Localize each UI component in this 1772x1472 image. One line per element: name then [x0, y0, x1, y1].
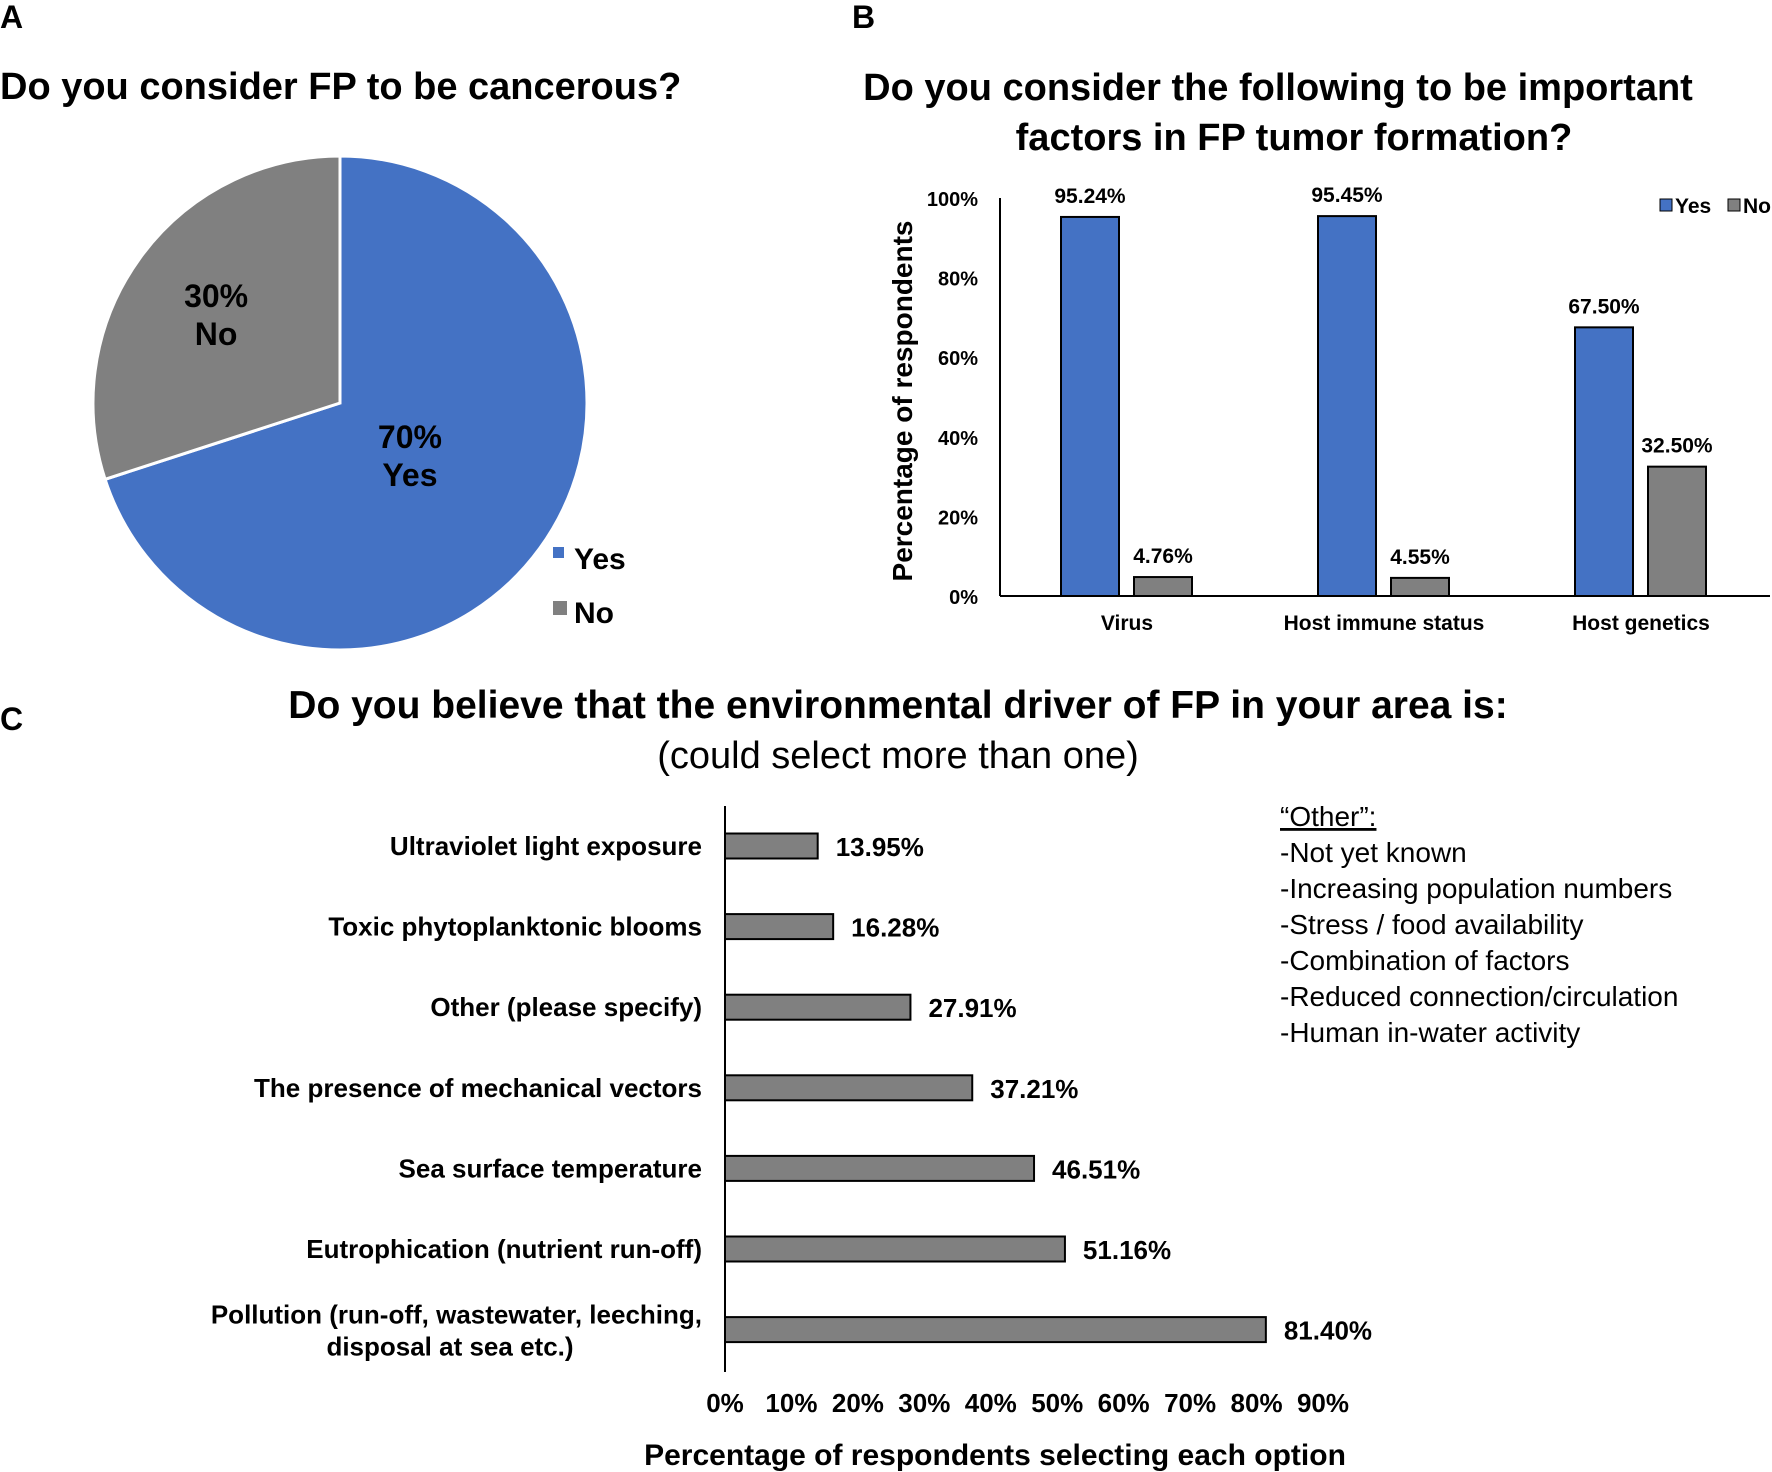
other-response-item: -Increasing population numbers	[1280, 873, 1672, 904]
y-tick-label: 20%	[938, 507, 978, 529]
bar-value-label: 46.51%	[1052, 1154, 1140, 1184]
other-responses-box: “Other”: -Not yet known -Increasing popu…	[1280, 801, 1678, 1048]
pie-slice-no	[91, 154, 342, 482]
bar-value-label: 95.24%	[1054, 185, 1126, 208]
bar-value-label: 27.91%	[928, 993, 1016, 1023]
factor-chart-title-line2: factors in FP tumor formation?	[1016, 117, 1573, 159]
y-tick-label: 100%	[927, 189, 978, 211]
bar-horizontal	[724, 1074, 974, 1102]
driver-chart-axes: 0% 10% 20% 30% 40% 50% 60% 70% 80% 90% Ultraviolet…	[211, 806, 1349, 1418]
factor-chart-axes: 0% 20% 40% 60% 80% 100% Virus Host immune statu…	[927, 189, 1770, 635]
other-responses-heading: “Other”:	[1280, 801, 1376, 832]
y-tick-label: 80%	[938, 269, 978, 291]
x-tick-label: 70%	[1164, 1388, 1216, 1418]
factor-chart-legend: Yes No	[1659, 195, 1771, 218]
panel-a-letter: A	[0, 0, 23, 35]
bar-value-label: 13.95%	[836, 832, 924, 862]
bar-horizontal	[724, 1154, 1036, 1182]
driver-chart-subtitle: (could select more than one)	[657, 735, 1139, 777]
category-label: disposal at sea etc.)	[326, 1332, 573, 1362]
x-tick-label: 30%	[898, 1388, 950, 1418]
legend-label-no: No	[1743, 195, 1771, 218]
bar-horizontal	[724, 1316, 1267, 1344]
pie-slice-label: No	[195, 316, 238, 352]
bar-value-label: 67.50%	[1568, 295, 1640, 318]
bar-no	[1390, 576, 1450, 597]
x-tick-label: Host genetics	[1572, 612, 1710, 635]
x-tick-label: 60%	[1098, 1388, 1150, 1418]
pie-slice-yes	[103, 154, 589, 652]
x-tick-label: Virus	[1101, 612, 1153, 635]
x-tick-label: 10%	[765, 1388, 817, 1418]
pie-slice-percent: 70%	[378, 419, 442, 455]
bar-value-label: 4.55%	[1390, 546, 1450, 569]
category-label: Ultraviolet light exposure	[390, 831, 702, 861]
pie-slice-percent: 30%	[184, 278, 248, 314]
bar-horizontal	[724, 913, 835, 941]
pie-slice-label: Yes	[382, 457, 437, 493]
x-tick-label: 80%	[1231, 1388, 1283, 1418]
pie-slices	[91, 154, 589, 652]
bar-yes	[1060, 215, 1120, 597]
category-label: Sea surface temperature	[399, 1153, 702, 1183]
bar-value-label: 4.76%	[1133, 545, 1193, 568]
bar-yes	[1574, 326, 1634, 597]
legend-swatch-no	[1727, 198, 1741, 212]
other-response-item: -Reduced connection/circulation	[1280, 981, 1678, 1012]
pie-legend: Yes No	[553, 543, 626, 630]
bar-horizontal	[724, 993, 912, 1021]
legend-swatch-no	[553, 601, 567, 615]
category-label: Other (please specify)	[430, 992, 702, 1022]
driver-chart-bars: 13.95% 16.28% 27.91% 37.21% 46.51% 51.16% 81.4…	[724, 832, 1372, 1346]
bar-no	[1647, 465, 1707, 597]
x-tick-label: Host immune status	[1284, 612, 1485, 635]
bar-horizontal	[724, 1235, 1066, 1263]
other-response-item: -Stress / food availability	[1280, 909, 1583, 940]
bar-value-label: 95.45%	[1311, 184, 1383, 207]
pie-labels: 70%Yes 30%No	[184, 278, 442, 493]
y-tick-label: 40%	[938, 428, 978, 450]
other-response-item: -Combination of factors	[1280, 945, 1569, 976]
panel-b-letter: B	[852, 0, 875, 35]
driver-bar-chart: Do you believe that the environmental dr…	[211, 684, 1679, 1472]
bar-value-label: 51.16%	[1083, 1235, 1171, 1265]
bar-value-label: 37.21%	[990, 1074, 1078, 1104]
driver-chart-title: Do you believe that the environmental dr…	[288, 684, 1507, 727]
legend-label-yes: Yes	[1675, 195, 1711, 218]
legend-label-no: No	[574, 597, 614, 630]
driver-chart-xlabel: Percentage of respondents selecting each…	[644, 1439, 1346, 1472]
other-response-item: -Human in-water activity	[1280, 1017, 1580, 1048]
bar-no	[1133, 576, 1193, 597]
x-tick-label: 20%	[832, 1388, 884, 1418]
panel-c-letter: C	[0, 701, 23, 737]
bar-yes	[1317, 215, 1377, 597]
x-tick-label: 0%	[706, 1388, 744, 1418]
x-tick-label: 50%	[1031, 1388, 1083, 1418]
bar-value-label: 81.40%	[1284, 1316, 1372, 1346]
y-tick-label: 60%	[938, 348, 978, 370]
bar-value-label: 16.28%	[851, 913, 939, 943]
x-tick-label: 90%	[1297, 1388, 1349, 1418]
legend-swatch-yes	[1659, 198, 1673, 212]
factor-chart-title-line1: Do you consider the following to be impo…	[863, 67, 1693, 109]
legend-label-yes: Yes	[574, 543, 626, 576]
category-label: The presence of mechanical vectors	[254, 1073, 702, 1103]
factor-chart-ylabel: Percentage of respondents	[887, 221, 918, 582]
x-tick-label: 40%	[965, 1388, 1017, 1418]
other-response-item: -Not yet known	[1280, 837, 1467, 868]
factor-chart-bars: 95.24% 4.76% 95.45% 4.55% 67.50% 32.50%	[1054, 184, 1713, 597]
pie-chart: Do you consider FP to be cancerous? 70%Y…	[0, 66, 681, 652]
bar-horizontal	[724, 832, 819, 860]
category-label: Eutrophication (nutrient run-off)	[306, 1234, 702, 1264]
y-tick-label: 0%	[949, 587, 978, 609]
bar-value-label: 32.50%	[1641, 435, 1713, 458]
category-label: Toxic phytoplanktonic blooms	[328, 912, 702, 942]
factor-bar-chart: Do you consider the following to be impo…	[863, 67, 1771, 635]
pie-title: Do you consider FP to be cancerous?	[0, 66, 681, 108]
category-label: Pollution (run-off, wastewater, leeching…	[211, 1300, 702, 1330]
legend-swatch-yes	[553, 547, 564, 558]
